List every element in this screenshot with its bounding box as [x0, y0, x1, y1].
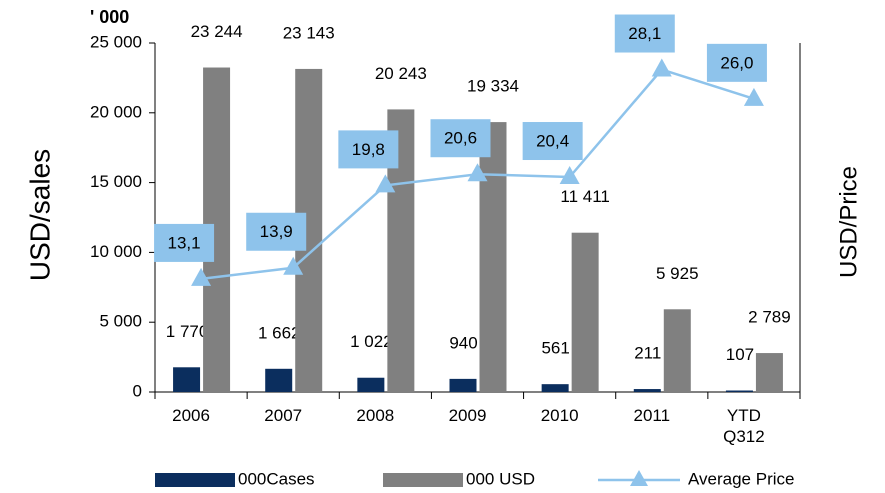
value-label: 1 022 — [350, 332, 393, 351]
y-tick-label: 15 000 — [90, 172, 142, 191]
label-box — [522, 122, 583, 161]
value-label: 19 334 — [467, 77, 519, 96]
value-label: 20 243 — [375, 64, 427, 83]
y-tick-label: 10 000 — [90, 242, 142, 261]
y2-axis-title: USD/Price — [835, 166, 862, 278]
value-label: 1 770 — [166, 322, 209, 341]
label-box — [154, 223, 215, 262]
legend-label: 000Cases — [238, 469, 315, 488]
bar — [663, 309, 691, 392]
value-label: 5 925 — [656, 264, 699, 283]
value-label: 107 — [726, 345, 754, 364]
legend-label: Average Price — [688, 469, 794, 488]
y-tick-label: 0 — [133, 381, 142, 400]
value-label: 1 662 — [258, 323, 301, 342]
x-tick-label: 2006 — [172, 406, 210, 425]
y-axis-title: USD/sales — [24, 149, 55, 281]
x-tick-label: 2007 — [264, 406, 303, 425]
bar — [479, 122, 507, 393]
legend-label: 000 USD — [466, 469, 535, 488]
x-tick-label: 2008 — [356, 406, 395, 425]
value-label: 20,6 — [444, 129, 477, 148]
value-label: 26,0 — [720, 53, 753, 72]
label-box — [430, 119, 491, 158]
bar — [633, 389, 661, 392]
label-box — [706, 43, 767, 82]
bar — [357, 377, 385, 392]
legend-swatch — [383, 473, 463, 487]
x-tick-label: YTD Q312 — [723, 406, 765, 446]
bar — [449, 378, 477, 392]
legend-swatch — [155, 473, 235, 487]
bar — [173, 367, 201, 392]
x-tick-label: 2009 — [448, 406, 487, 425]
marker — [651, 58, 672, 77]
bar — [571, 232, 599, 392]
unit-label: ' 000 — [90, 7, 129, 27]
value-label: 13,1 — [168, 233, 201, 252]
label-box — [338, 130, 399, 169]
marker — [283, 256, 304, 275]
bar — [725, 390, 753, 392]
value-label: 23 244 — [191, 22, 243, 41]
value-label: 2 789 — [748, 308, 791, 327]
y-tick-label: 20 000 — [90, 102, 142, 121]
marker — [467, 163, 488, 182]
marker — [559, 166, 580, 185]
value-label: 11 411 — [560, 187, 609, 206]
bar — [265, 368, 293, 392]
label-box — [246, 212, 307, 251]
value-label: 940 — [449, 333, 477, 352]
value-label: 28,1 — [628, 24, 661, 43]
x-tick-label: 2011 — [633, 406, 671, 425]
value-label: 211 — [634, 344, 661, 363]
legend-swatch — [630, 470, 648, 486]
value-label: 13,9 — [260, 222, 293, 241]
bar — [541, 384, 569, 392]
marker — [375, 174, 396, 193]
y-tick-label: 5 000 — [99, 312, 142, 331]
marker — [191, 267, 212, 286]
label-box — [614, 14, 675, 53]
bar — [755, 353, 783, 392]
marker — [743, 87, 764, 106]
value-label: 561 — [541, 339, 569, 358]
x-tick-label: 2010 — [540, 406, 579, 425]
value-label: 20,4 — [536, 132, 569, 151]
value-label: 23 143 — [283, 23, 335, 42]
value-label: 19,8 — [352, 140, 385, 159]
y-tick-label: 25 000 — [90, 32, 142, 51]
